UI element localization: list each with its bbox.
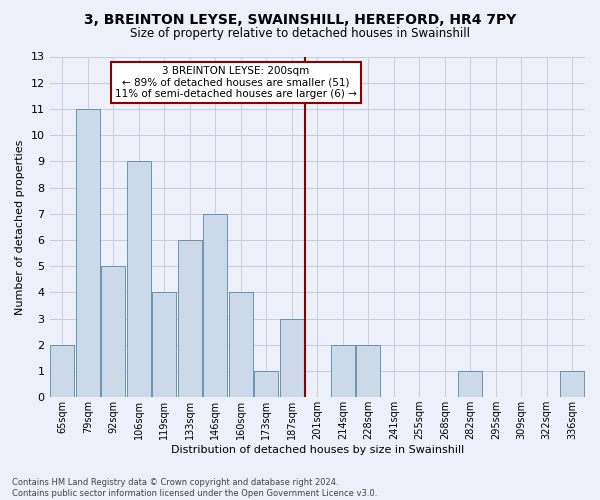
Bar <box>178 240 202 397</box>
Bar <box>560 371 584 397</box>
Y-axis label: Number of detached properties: Number of detached properties <box>15 139 25 314</box>
Bar <box>50 345 74 397</box>
Bar <box>458 371 482 397</box>
Bar <box>280 318 304 397</box>
Bar <box>203 214 227 397</box>
Bar <box>101 266 125 397</box>
Bar <box>229 292 253 397</box>
Bar <box>76 109 100 397</box>
Text: Size of property relative to detached houses in Swainshill: Size of property relative to detached ho… <box>130 28 470 40</box>
X-axis label: Distribution of detached houses by size in Swainshill: Distribution of detached houses by size … <box>170 445 464 455</box>
Text: Contains HM Land Registry data © Crown copyright and database right 2024.
Contai: Contains HM Land Registry data © Crown c… <box>12 478 377 498</box>
Bar <box>127 162 151 397</box>
Bar <box>331 345 355 397</box>
Bar <box>356 345 380 397</box>
Text: 3, BREINTON LEYSE, SWAINSHILL, HEREFORD, HR4 7PY: 3, BREINTON LEYSE, SWAINSHILL, HEREFORD,… <box>84 12 516 26</box>
Text: 3 BREINTON LEYSE: 200sqm
← 89% of detached houses are smaller (51)
11% of semi-d: 3 BREINTON LEYSE: 200sqm ← 89% of detach… <box>115 66 356 100</box>
Bar <box>254 371 278 397</box>
Bar <box>152 292 176 397</box>
